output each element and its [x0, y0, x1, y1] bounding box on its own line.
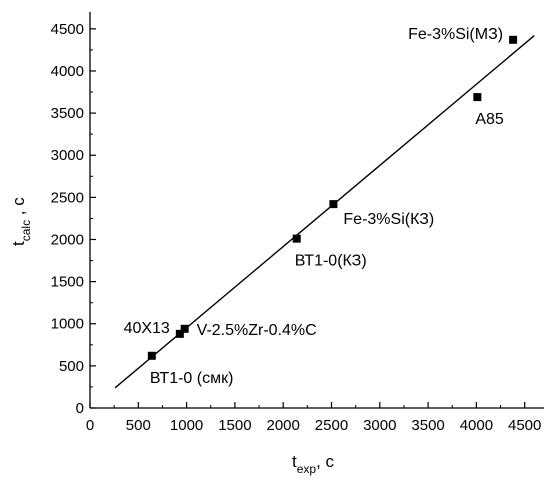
y-axis-title: tcalc , с: [9, 197, 33, 246]
data-point-label: Fe-3%Si(МЗ): [408, 26, 503, 43]
data-point: [180, 324, 189, 333]
data-points: [147, 35, 518, 360]
data-point: [175, 329, 184, 338]
x-axis-title-unit: , с: [316, 452, 334, 471]
x-tick-label: 500: [126, 417, 151, 434]
x-axis-title: texp, с: [292, 452, 335, 476]
plot-area: 0 500 1000 1500 2000 2500 3000 3500 4000 4500 0 500…: [51, 12, 544, 434]
x-tick-label: 2000: [267, 417, 300, 434]
data-point: [473, 93, 482, 102]
x-tick-label: 0: [86, 417, 94, 434]
axis-ticks: [89, 28, 526, 409]
y-tick-label: 4000: [51, 63, 84, 80]
x-axis-title-main: t: [292, 452, 297, 471]
x-tick-label: 3000: [363, 417, 396, 434]
y-tick-label: 4500: [51, 21, 84, 38]
y-tick-label: 1000: [51, 316, 84, 333]
y-axis-title-main: t: [9, 241, 28, 246]
x-tick-label: 1500: [218, 417, 251, 434]
data-point-label: ВТ1-0 (смк): [150, 370, 234, 387]
y-axis-title-subscript: calc: [19, 220, 33, 241]
data-point-label: V-2.5%Zr-0.4%C: [197, 322, 317, 339]
data-point: [147, 351, 156, 360]
data-point: [329, 200, 338, 209]
tick-labels: 0 500 1000 1500 2000 2500 3000 3500 4000 4500 0 500…: [51, 21, 542, 434]
data-point: [292, 234, 301, 243]
data-point-label: 40Х13: [124, 320, 170, 337]
data-point: [509, 35, 518, 44]
y-tick-label: 500: [59, 358, 84, 375]
x-tick-label: 3500: [411, 417, 444, 434]
x-tick-label: 4000: [460, 417, 493, 434]
y-tick-label: 2500: [51, 189, 84, 206]
x-tick-label: 1000: [170, 417, 203, 434]
y-tick-label: 3000: [51, 147, 84, 164]
y-tick-label: 2000: [51, 231, 84, 248]
x-tick-label: 2500: [315, 417, 348, 434]
y-tick-label: 0: [76, 400, 84, 417]
x-tick-label: 4500: [508, 417, 541, 434]
data-point-label: Fe-3%Si(КЗ): [343, 211, 434, 228]
data-point-label: ВТ1-0(КЗ): [295, 253, 367, 270]
x-axis-title-subscript: exp: [297, 462, 317, 476]
data-point-label: А85: [475, 111, 504, 128]
y-tick-label: 3500: [51, 105, 84, 122]
data-point-labels: ВТ1-0 (смк) 40Х13 V-2.5%Zr-0.4%C ВТ1-0(КЗ) F…: [124, 26, 504, 387]
y-tick-label: 1500: [51, 274, 84, 291]
y-axis-title-unit: , с: [9, 197, 28, 220]
